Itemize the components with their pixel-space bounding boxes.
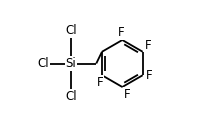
Text: F: F bbox=[97, 76, 103, 89]
Text: Cl: Cl bbox=[38, 57, 49, 70]
Text: Si: Si bbox=[65, 57, 76, 70]
Text: Cl: Cl bbox=[65, 24, 77, 37]
Text: Cl: Cl bbox=[65, 90, 77, 103]
Text: F: F bbox=[145, 39, 152, 52]
Text: F: F bbox=[118, 26, 124, 39]
Text: F: F bbox=[146, 69, 153, 82]
Text: F: F bbox=[124, 88, 131, 101]
